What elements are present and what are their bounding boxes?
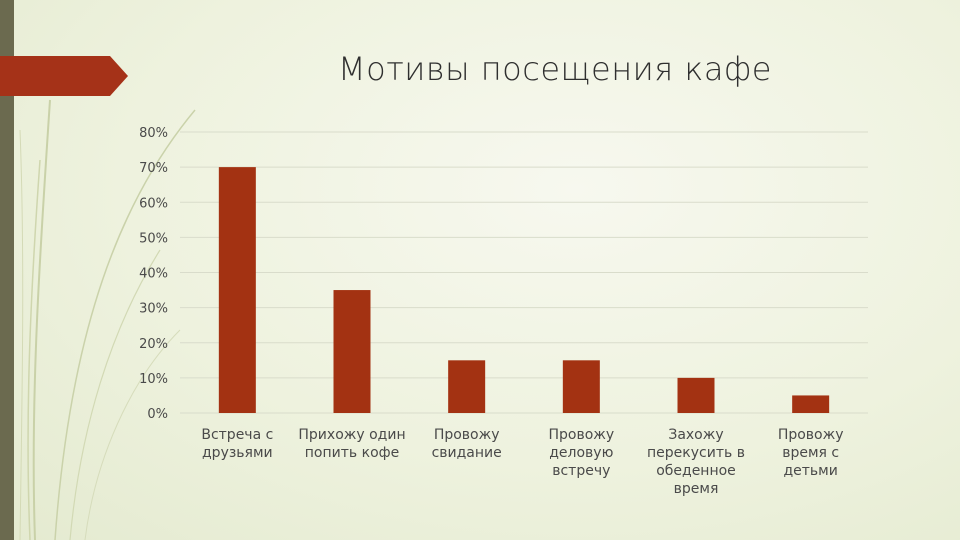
x-category-label: Провожу время с детьми xyxy=(778,427,844,479)
bar xyxy=(333,290,371,413)
x-category-label: Провожу свидание xyxy=(432,427,502,461)
bar xyxy=(562,360,600,413)
x-category-label: Провожу деловую встречу xyxy=(548,427,614,479)
bar xyxy=(218,167,256,413)
x-category-label: Захожу перекусить в обеденное время xyxy=(647,427,745,497)
y-tick-label: 70% xyxy=(139,161,168,176)
bar xyxy=(792,395,830,413)
bar xyxy=(448,360,486,413)
y-tick-label: 10% xyxy=(139,372,168,387)
y-tick-label: 0% xyxy=(147,407,168,422)
y-tick-label: 40% xyxy=(139,267,168,282)
x-category-label: Прихожу один попить кофе xyxy=(298,427,405,461)
bar xyxy=(677,377,715,413)
y-tick-label: 30% xyxy=(139,302,168,317)
x-category-label: Встреча с друзьями xyxy=(201,427,273,461)
y-tick-label: 80% xyxy=(139,126,168,141)
decorative-grass-lines xyxy=(19,99,196,540)
y-tick-label: 20% xyxy=(139,337,168,352)
sidebar-stripe xyxy=(0,0,14,540)
y-tick-label: 60% xyxy=(139,196,168,211)
slide-title: Мотивы посещения кафе xyxy=(338,50,772,88)
y-tick-label: 50% xyxy=(139,231,168,246)
title-accent-tab xyxy=(0,56,128,96)
